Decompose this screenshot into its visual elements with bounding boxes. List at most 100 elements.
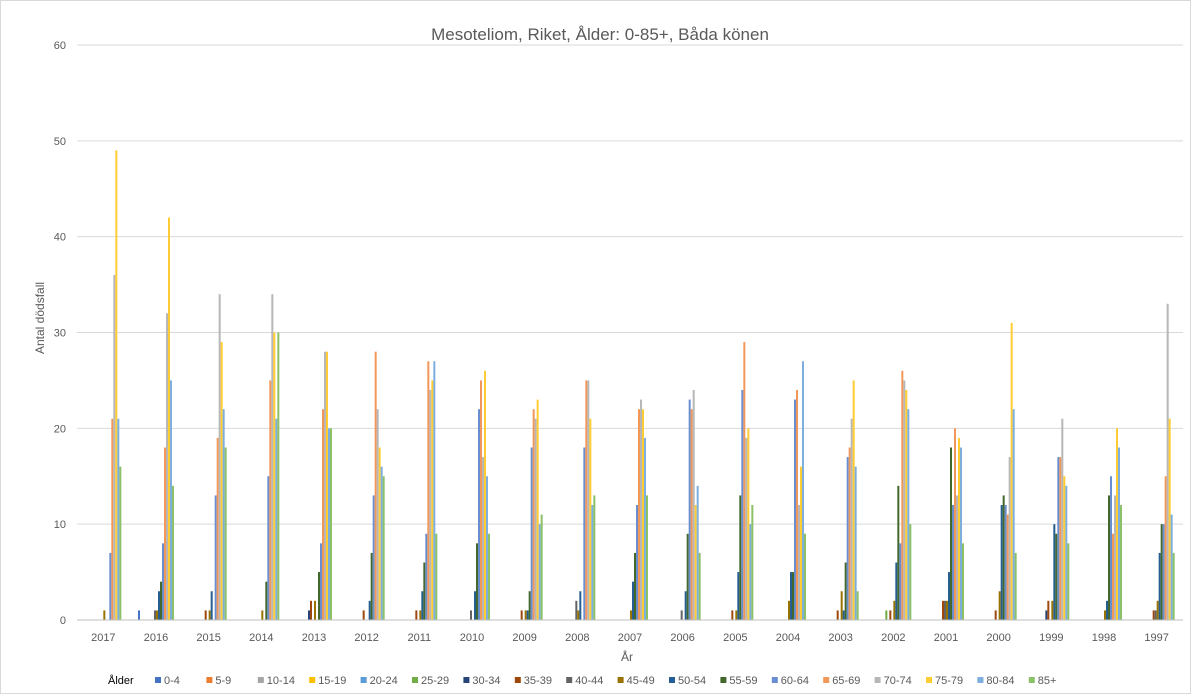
bar-75-79-2005 (747, 428, 750, 620)
bar-60-64-2005 (741, 390, 744, 620)
legend-entry-30-34: 30-34 (472, 675, 500, 687)
bar-55-59-2001 (950, 447, 952, 620)
bar-80-84-2012 (380, 466, 383, 620)
bar-55-59-2012 (370, 552, 373, 620)
bar-85+-2015 (224, 447, 227, 620)
bar-60-64-2008 (583, 447, 586, 620)
bar-60-64-1998 (1110, 476, 1112, 620)
bar-85+-2014 (277, 332, 280, 620)
x-tick-label: 2009 (512, 632, 536, 644)
bar-85+-2009 (540, 514, 543, 620)
bar-80-84-2016 (170, 380, 172, 620)
legend-entry-10-14: 10-14 (267, 675, 295, 687)
bar-55-59-1998 (1108, 495, 1110, 620)
y-tick-label: 60 (54, 40, 66, 52)
bar-80-84-2003 (854, 466, 857, 620)
bar-75-79-2011 (431, 380, 434, 620)
bar-65-69-2009 (532, 409, 535, 620)
legend-swatch-45-49 (617, 677, 624, 683)
x-tick-label: 2006 (670, 632, 694, 644)
bars (103, 150, 1175, 621)
bar-65-69-2014 (269, 380, 272, 620)
bar-85+-2017 (119, 466, 122, 620)
bar-80-84-2002 (907, 409, 910, 620)
bar-55-59-2011 (423, 562, 426, 620)
bar-45-49-2000 (998, 591, 1001, 620)
bar-80-84-2001 (960, 447, 962, 620)
legend-swatch-70-74 (874, 677, 881, 683)
bar-45-49-2009 (524, 610, 527, 620)
bar-45-49-2017 (103, 610, 106, 620)
bar-80-84-1999 (1065, 485, 1068, 620)
bar-50-54-2010 (474, 591, 476, 620)
bar-40-44-2006 (680, 610, 683, 620)
legend-entry-80-84: 80-84 (986, 675, 1014, 687)
bar-65-69-1999 (1059, 457, 1062, 620)
bar-80-84-2004 (802, 361, 804, 620)
bar-70-74-2012 (376, 409, 379, 620)
bar-70-74-2002 (903, 380, 906, 620)
bar-50-54-2011 (421, 591, 424, 620)
bar-55-59-2010 (476, 543, 478, 620)
bar-50-54-2008 (579, 591, 582, 620)
legend-swatch-10-14 (257, 677, 264, 683)
x-tick-label: 2012 (354, 632, 378, 644)
bar-85+-2011 (435, 533, 438, 620)
bar-50-54-2003 (842, 610, 845, 620)
bar-75-79-2008 (589, 418, 592, 620)
bar-80-84-2005 (749, 524, 752, 620)
bar-75-79-2002 (905, 390, 908, 620)
bar-75-79-2010 (484, 370, 486, 620)
bar-75-79-2016 (168, 217, 170, 620)
bar-60-64-2001 (952, 505, 954, 620)
bar-70-74-2006 (692, 390, 695, 620)
x-tick-label: 1998 (1092, 632, 1116, 644)
bar-65-69-2006 (690, 409, 693, 620)
legend-swatch-15-19 (309, 677, 316, 683)
bar-80-84-2000 (1012, 409, 1015, 620)
bar-40-44-2010 (470, 610, 472, 620)
legend-entry-15-19: 15-19 (318, 675, 346, 687)
x-tick-label: 1999 (1039, 632, 1063, 644)
legend-swatch-75-79 (926, 677, 932, 683)
bar-35-39-2009 (520, 610, 523, 620)
bar-45-49-2014 (261, 610, 264, 620)
legend-swatch-20-24 (360, 677, 367, 683)
x-tick-label: 2014 (249, 632, 273, 644)
bar-60-64-2012 (372, 495, 375, 620)
bar-85+-2007 (646, 495, 648, 620)
bar-55-59-2004 (792, 572, 794, 620)
legend-swatch-30-34 (463, 677, 470, 683)
bar-80-84-2006 (696, 485, 699, 620)
bar-60-64-2010 (478, 409, 480, 620)
bar-75-79-2009 (536, 399, 539, 620)
x-tick-label: 2003 (828, 632, 852, 644)
bar-85+-2005 (751, 505, 754, 620)
legend-entry-35-39: 35-39 (524, 675, 552, 687)
x-tick-label: 2001 (934, 632, 958, 644)
bar-70-74-2011 (429, 390, 432, 620)
legend-swatch-85+ (1028, 677, 1035, 683)
bar-35-39-2015 (204, 610, 207, 620)
bar-60-64-2013 (320, 543, 322, 620)
x-tick-label: 2007 (618, 632, 642, 644)
bar-70-74-2003 (850, 418, 853, 620)
bar-85+-2006 (698, 552, 701, 620)
legend-entry-60-64: 60-64 (781, 675, 809, 687)
chart-title: Mesoteliom, Riket, Ålder: 0-85+, Båda kö… (431, 25, 769, 44)
bar-85+-2001 (962, 543, 964, 620)
bar-65-69-2000 (1006, 514, 1009, 620)
bar-35-39-2002 (889, 610, 892, 620)
legend-entry-70-74: 70-74 (884, 675, 912, 687)
legend-entry-55-59: 55-59 (729, 675, 757, 687)
bar-85+-2010 (488, 533, 490, 620)
bar-55-59-2000 (1002, 495, 1005, 620)
y-tick-label: 10 (54, 519, 66, 531)
bar-80-84-2011 (433, 361, 436, 620)
bar-65-69-2005 (743, 342, 746, 620)
bar-70-74-2016 (166, 313, 168, 620)
bar-70-74-2005 (745, 437, 748, 620)
bar-80-84-2017 (117, 418, 120, 620)
bar-55-59-2013 (318, 572, 320, 620)
